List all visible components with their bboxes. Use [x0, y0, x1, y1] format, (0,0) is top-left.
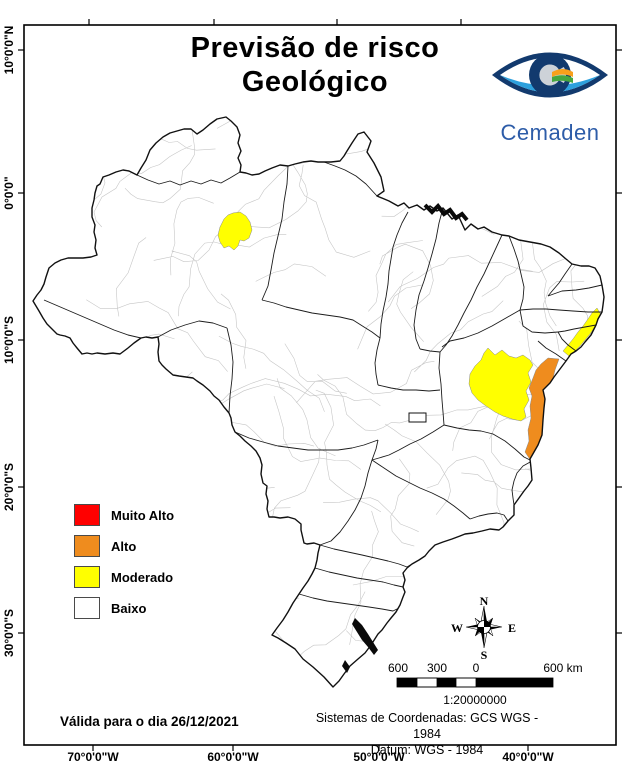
legend-label: Alto: [111, 538, 137, 554]
lon-label-70w: 70°0'0"W: [67, 750, 119, 764]
lon-label-40w: 40°0'0"W: [502, 750, 554, 764]
scale-label-0: 0: [472, 661, 480, 675]
legend-swatch-muito-alto: [74, 504, 100, 526]
coordinate-system-block: Sistemas de Coordenadas: GCS WGS - 1984 …: [305, 710, 549, 758]
risk-regions: [217, 211, 602, 462]
scale-label-600-km: 600 km: [543, 661, 583, 675]
distrito-federal: [408, 412, 427, 423]
datum-text: Datum: WGS - 1984: [370, 743, 484, 757]
legend-swatch-baixo: [74, 597, 100, 619]
page-title: Previsão de risco Geológico: [115, 31, 515, 99]
lat-label-0: 0°0'0": [2, 176, 16, 210]
lat-label-20s: 20°0'0"S: [2, 462, 16, 512]
compass-e-label: E: [507, 621, 516, 635]
risk-region-bahia-coast: [524, 357, 560, 462]
legend-item-muito-alto: Muito Alto: [74, 504, 174, 526]
cemaden-eye-icon: [492, 52, 608, 98]
brazil-outline: [32, 116, 605, 688]
legend-swatch-moderado: [74, 566, 100, 588]
risk-region-alagoas-coast: [562, 307, 602, 357]
valid-date-text: Válida para o dia 26/12/2021: [60, 714, 239, 729]
scale-bar: [396, 677, 554, 688]
lat-label-30s: 30°0'0"S: [2, 608, 16, 658]
scale-ratio: 1:20000000: [443, 693, 507, 707]
amazon-delta: [423, 202, 469, 222]
map-frame: [18, 19, 622, 751]
lagoa-dos-patos: [342, 618, 378, 673]
compass-s-label: S: [480, 648, 488, 662]
risk-region-amazonas: [217, 211, 253, 251]
lat-label-10s: 10°0'0"S: [2, 315, 16, 365]
legend-item-moderado: Moderado: [74, 566, 174, 588]
title-line-1: Previsão de risco: [190, 32, 440, 64]
compass-w-label: W: [451, 621, 463, 635]
compass-rose-icon: [465, 605, 503, 649]
risk-legend: Muito Alto Alto Moderado Baixo: [74, 504, 174, 628]
legend-item-alto: Alto: [74, 535, 174, 557]
cemaden-logo-text: Cemaden: [500, 120, 600, 145]
title-line-2: Geológico: [241, 66, 389, 98]
legend-item-baixo: Baixo: [74, 597, 174, 619]
legend-label: Muito Alto: [111, 507, 175, 523]
compass-n-label: N: [479, 594, 489, 608]
state-borders: [43, 161, 603, 612]
scale-label-300: 300: [426, 661, 448, 675]
lat-label-10n: 10°0'0"N: [2, 25, 16, 75]
coord-system-text: Sistemas de Coordenadas: GCS WGS - 1984: [315, 711, 539, 741]
lon-label-50w: 50°0'0"W: [353, 750, 405, 764]
legend-label: Moderado: [111, 569, 174, 585]
risk-region-bahia-interior: [468, 347, 534, 422]
scale-label-600-left: 600: [387, 661, 409, 675]
legend-label: Baixo: [111, 600, 147, 616]
cemaden-logo: Cemaden: [489, 36, 611, 146]
legend-swatch-alto: [74, 535, 100, 557]
lon-label-60w: 60°0'0"W: [207, 750, 259, 764]
